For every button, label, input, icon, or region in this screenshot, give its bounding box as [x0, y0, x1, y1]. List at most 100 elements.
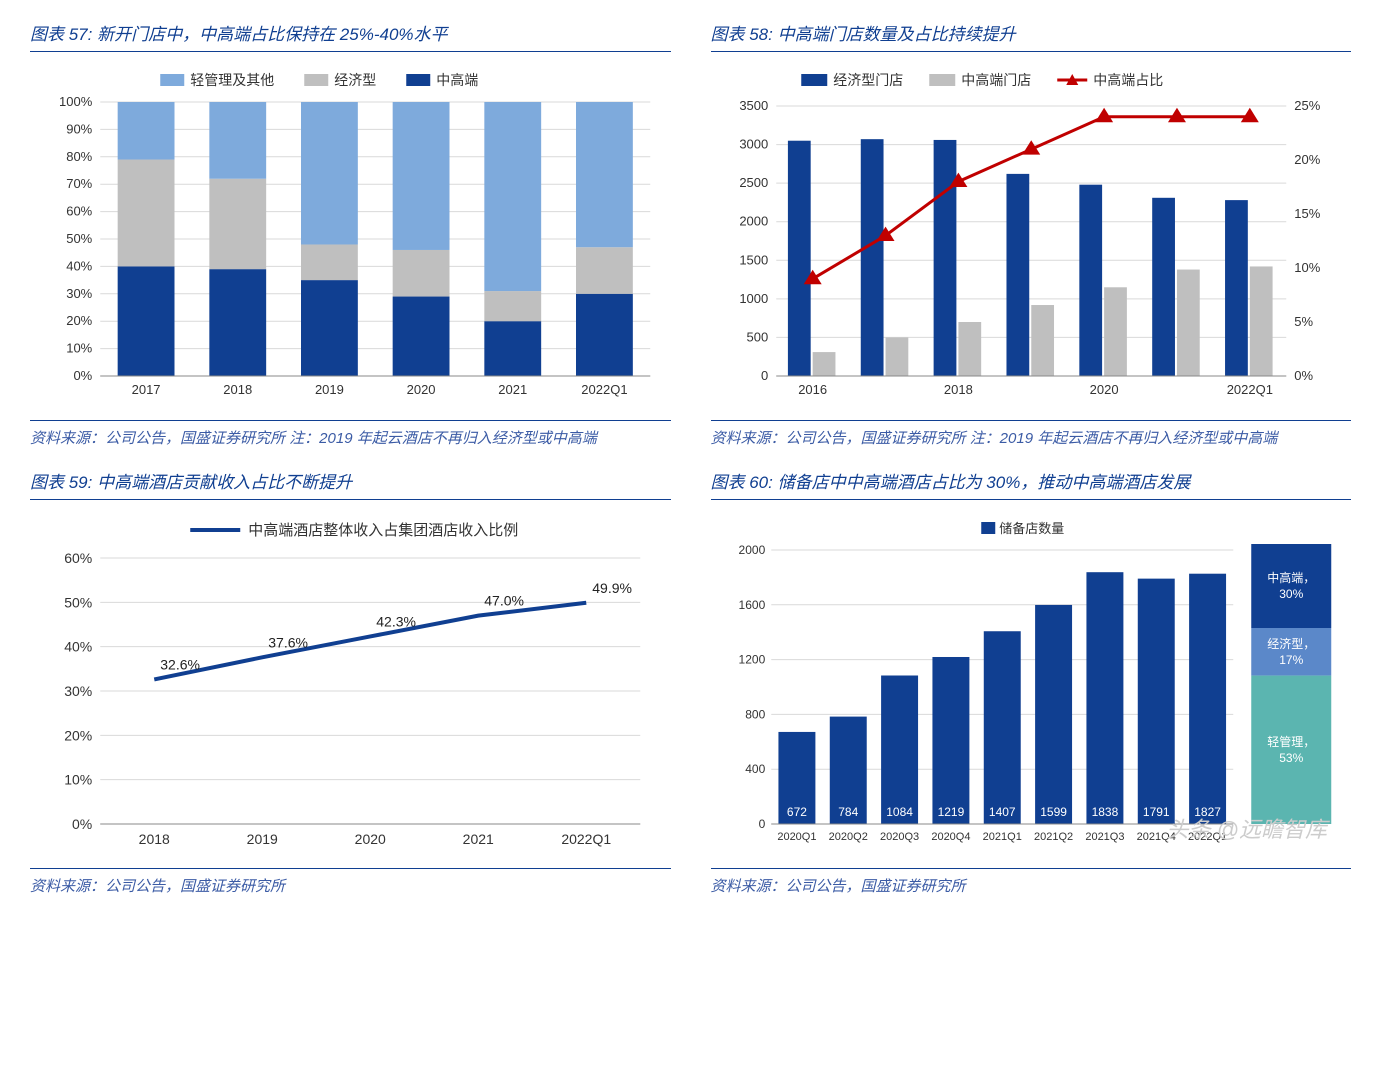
- svg-text:2021Q2: 2021Q2: [1034, 831, 1073, 843]
- svg-text:1407: 1407: [988, 805, 1015, 819]
- svg-text:2020Q2: 2020Q2: [828, 831, 867, 843]
- svg-text:2021Q4: 2021Q4: [1136, 831, 1175, 843]
- svg-text:经济型，: 经济型，: [1267, 636, 1315, 651]
- chart58-title: 图表 58: 中高端门店数量及占比持续提升: [711, 25, 1016, 44]
- svg-text:0: 0: [761, 368, 768, 383]
- svg-text:经济型: 经济型: [334, 72, 376, 88]
- svg-text:1200: 1200: [738, 653, 765, 667]
- svg-text:2500: 2500: [739, 175, 768, 190]
- svg-text:30%: 30%: [66, 286, 92, 301]
- chart59-canvas: 中高端酒店整体收入占集团酒店收入比例0%10%20%30%40%50%60%32…: [30, 514, 671, 854]
- svg-text:784: 784: [838, 805, 858, 819]
- svg-text:20%: 20%: [66, 313, 92, 328]
- svg-text:2021Q1: 2021Q1: [982, 831, 1021, 843]
- svg-text:2020: 2020: [407, 382, 436, 397]
- svg-text:2019: 2019: [247, 831, 278, 847]
- svg-text:1084: 1084: [886, 805, 913, 819]
- svg-text:50%: 50%: [66, 231, 92, 246]
- chart58-source: 资料来源：公司公告，国盛证券研究所 注：2019 年起云酒店不再归入经济型或中高…: [711, 430, 1278, 447]
- chart57-canvas: 轻管理及其他经济型中高端0%10%20%30%40%50%60%70%80%90…: [30, 66, 671, 406]
- svg-text:储备店数量: 储备店数量: [999, 521, 1064, 536]
- chart60-canvas: 储备店数量 0 400 800 1200 1600 2000 672 2020Q1 784 2020…: [711, 514, 1352, 854]
- svg-text:0%: 0%: [73, 368, 92, 383]
- svg-text:70%: 70%: [66, 176, 92, 191]
- svg-text:中高端占比: 中高端占比: [1093, 72, 1163, 88]
- svg-text:2022Q1: 2022Q1: [561, 831, 611, 847]
- chart60-source: 资料来源：公司公告，国盛证券研究所: [711, 878, 966, 895]
- svg-text:10%: 10%: [66, 341, 92, 356]
- svg-text:2022Q1: 2022Q1: [1188, 831, 1227, 843]
- svg-text:2018: 2018: [943, 382, 972, 397]
- chart60-title: 图表 60: 储备店中中高端酒店占比为 30%，推动中高端酒店发展: [711, 473, 1191, 492]
- svg-text:15%: 15%: [1294, 206, 1320, 221]
- svg-text:20%: 20%: [1294, 152, 1320, 167]
- svg-text:2017: 2017: [132, 382, 161, 397]
- svg-text:1599: 1599: [1040, 805, 1067, 819]
- svg-text:60%: 60%: [66, 204, 92, 219]
- svg-text:1827: 1827: [1194, 805, 1221, 819]
- svg-text:0: 0: [758, 817, 765, 831]
- svg-text:30%: 30%: [64, 683, 92, 699]
- svg-text:2022Q1: 2022Q1: [1226, 382, 1272, 397]
- chart59-source: 资料来源：公司公告，国盛证券研究所: [30, 878, 285, 895]
- svg-text:100%: 100%: [59, 94, 93, 109]
- panel-chart59: 图表 59: 中高端酒店贡献收入占比不断提升 中高端酒店整体收入占集团酒店收入比…: [30, 468, 671, 896]
- svg-text:2018: 2018: [139, 831, 170, 847]
- svg-text:20%: 20%: [64, 727, 92, 743]
- svg-text:500: 500: [746, 329, 768, 344]
- svg-text:49.9%: 49.9%: [592, 580, 632, 596]
- svg-text:2020Q4: 2020Q4: [931, 831, 970, 843]
- svg-text:37.6%: 37.6%: [268, 634, 308, 650]
- svg-text:50%: 50%: [64, 594, 92, 610]
- svg-text:轻管理，: 轻管理，: [1267, 734, 1315, 749]
- svg-text:1600: 1600: [738, 598, 765, 612]
- svg-text:1791: 1791: [1142, 805, 1169, 819]
- svg-text:1838: 1838: [1091, 805, 1118, 819]
- chart59-title: 图表 59: 中高端酒店贡献收入占比不断提升: [30, 473, 352, 492]
- svg-text:3500: 3500: [739, 98, 768, 113]
- svg-text:800: 800: [745, 707, 765, 721]
- svg-text:中高端酒店整体收入占集团酒店收入比例: 中高端酒店整体收入占集团酒店收入比例: [248, 522, 518, 539]
- svg-text:轻管理及其他: 轻管理及其他: [190, 72, 274, 88]
- svg-text:40%: 40%: [64, 639, 92, 655]
- svg-text:中高端门店: 中高端门店: [961, 72, 1031, 88]
- svg-text:1500: 1500: [739, 252, 768, 267]
- panel-chart58: 图表 58: 中高端门店数量及占比持续提升 经济型门店 中高端门店 中高端占比 0 50…: [711, 20, 1352, 448]
- svg-text:0%: 0%: [1294, 368, 1313, 383]
- svg-text:2000: 2000: [738, 543, 765, 557]
- svg-text:42.3%: 42.3%: [376, 613, 416, 629]
- svg-text:80%: 80%: [66, 149, 92, 164]
- svg-text:10%: 10%: [1294, 260, 1320, 275]
- svg-text:5%: 5%: [1294, 314, 1313, 329]
- svg-text:47.0%: 47.0%: [484, 593, 524, 609]
- svg-text:672: 672: [786, 805, 806, 819]
- svg-text:经济型门店: 经济型门店: [833, 72, 903, 88]
- svg-text:2020Q1: 2020Q1: [777, 831, 816, 843]
- svg-text:60%: 60%: [64, 550, 92, 566]
- chart57-source: 资料来源：公司公告，国盛证券研究所 注：2019 年起云酒店不再归入经济型或中高…: [30, 430, 597, 447]
- svg-text:10%: 10%: [64, 772, 92, 788]
- svg-text:2020: 2020: [1089, 382, 1118, 397]
- svg-text:3000: 3000: [739, 137, 768, 152]
- panel-chart60: 图表 60: 储备店中中高端酒店占比为 30%，推动中高端酒店发展 储备店数量 0…: [711, 468, 1352, 896]
- svg-text:40%: 40%: [66, 258, 92, 273]
- svg-text:2021Q3: 2021Q3: [1085, 831, 1124, 843]
- svg-text:2018: 2018: [223, 382, 252, 397]
- svg-text:25%: 25%: [1294, 98, 1320, 113]
- svg-text:400: 400: [745, 762, 765, 776]
- panel-chart57: 图表 57: 新开门店中，中高端占比保持在 25%-40%水平 轻管理及其他经济…: [30, 20, 671, 448]
- svg-text:2000: 2000: [739, 214, 768, 229]
- svg-text:1219: 1219: [937, 805, 964, 819]
- svg-text:中高端: 中高端: [436, 72, 478, 88]
- svg-text:2019: 2019: [315, 382, 344, 397]
- svg-text:17%: 17%: [1279, 653, 1303, 667]
- svg-text:2020Q3: 2020Q3: [880, 831, 919, 843]
- svg-text:中高端，: 中高端，: [1267, 570, 1315, 585]
- svg-text:2021: 2021: [498, 382, 527, 397]
- svg-text:1000: 1000: [739, 291, 768, 306]
- svg-text:0%: 0%: [72, 816, 92, 832]
- svg-text:2021: 2021: [463, 831, 494, 847]
- svg-text:30%: 30%: [1279, 587, 1303, 601]
- svg-text:53%: 53%: [1279, 751, 1303, 765]
- svg-text:2016: 2016: [798, 382, 827, 397]
